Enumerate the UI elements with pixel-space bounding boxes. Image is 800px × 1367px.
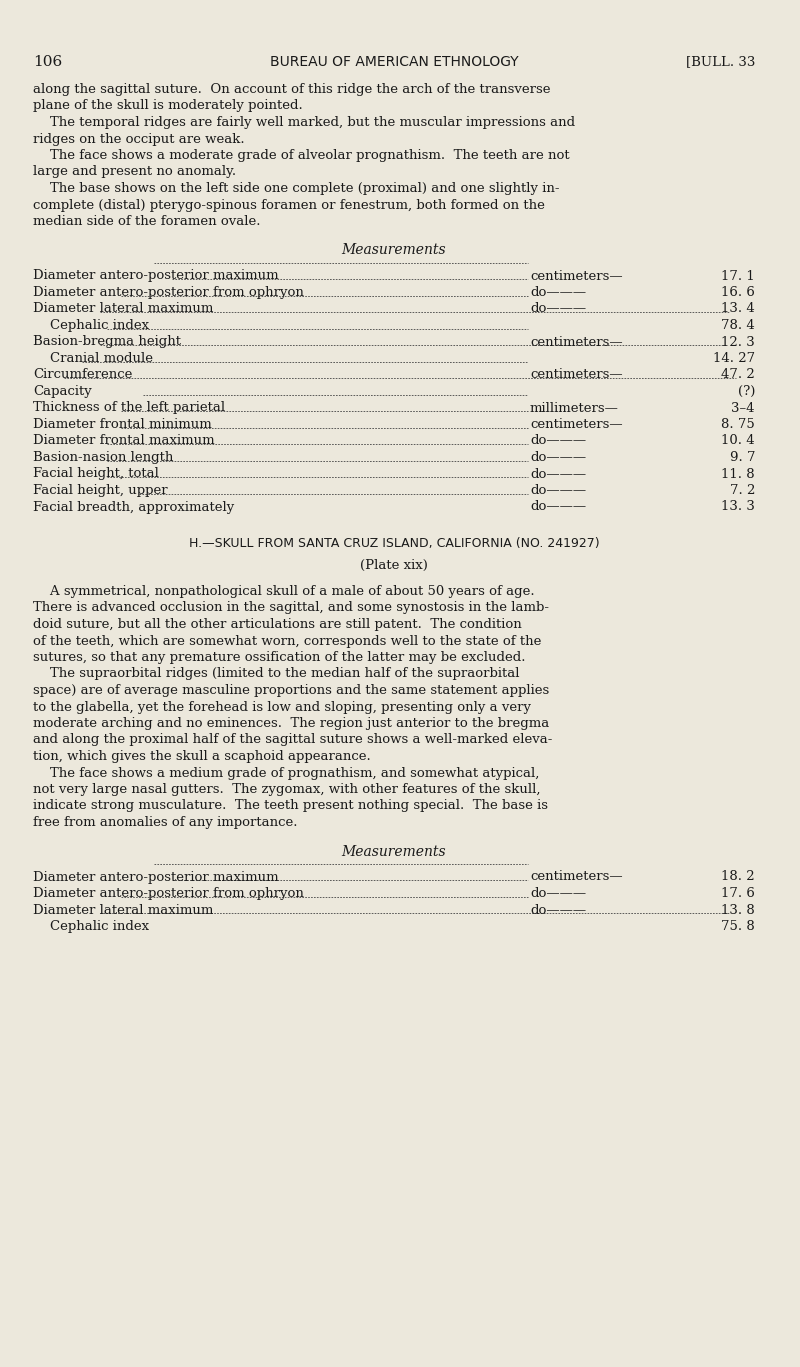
Text: centimeters—: centimeters— [530, 335, 622, 349]
Text: (?): (?) [738, 385, 755, 398]
Text: along the sagittal suture.  On account of this ridge the arch of the transverse: along the sagittal suture. On account of… [33, 83, 550, 96]
Text: 13. 3: 13. 3 [721, 500, 755, 514]
Text: doid suture, but all the other articulations are still patent.  The condition: doid suture, but all the other articulat… [33, 618, 522, 632]
Text: Diameter antero-posterior from ophryon: Diameter antero-posterior from ophryon [33, 286, 304, 299]
Text: centimeters—: centimeters— [530, 269, 622, 283]
Text: BUREAU OF AMERICAN ETHNOLOGY: BUREAU OF AMERICAN ETHNOLOGY [270, 55, 518, 68]
Text: The face shows a medium grade of prognathism, and somewhat atypical,: The face shows a medium grade of prognat… [33, 767, 539, 779]
Text: do———: do——— [530, 286, 586, 299]
Text: centimeters—: centimeters— [530, 418, 622, 431]
Text: do———: do——— [530, 887, 586, 899]
Text: 75. 8: 75. 8 [722, 920, 755, 934]
Text: plane of the skull is moderately pointed.: plane of the skull is moderately pointed… [33, 100, 302, 112]
Text: do———: do——— [530, 484, 586, 498]
Text: do———: do——— [530, 435, 586, 447]
Text: The face shows a moderate grade of alveolar prognathism.  The teeth are not: The face shows a moderate grade of alveo… [33, 149, 570, 163]
Text: Facial height, upper: Facial height, upper [33, 484, 168, 498]
Text: 12. 3: 12. 3 [722, 335, 755, 349]
Text: 7. 2: 7. 2 [730, 484, 755, 498]
Text: A symmetrical, nonpathological skull of a male of about 50 years of age.: A symmetrical, nonpathological skull of … [33, 585, 534, 597]
Text: complete (distal) pterygo-spinous foramen or fenestrum, both formed on the: complete (distal) pterygo-spinous forame… [33, 198, 545, 212]
Text: The temporal ridges are fairly well marked, but the muscular impressions and: The temporal ridges are fairly well mark… [33, 116, 575, 128]
Text: 16. 6: 16. 6 [721, 286, 755, 299]
Text: Diameter antero-posterior maximum: Diameter antero-posterior maximum [33, 269, 278, 283]
Text: do———: do——— [530, 302, 586, 316]
Text: sutures, so that any premature ossification of the latter may be excluded.: sutures, so that any premature ossificat… [33, 651, 526, 664]
Text: Diameter frontal minimum: Diameter frontal minimum [33, 418, 212, 431]
Text: median side of the foramen ovale.: median side of the foramen ovale. [33, 215, 261, 228]
Text: Diameter lateral maximum: Diameter lateral maximum [33, 302, 214, 316]
Text: and along the proximal half of the sagittal suture shows a well-marked eleva-: and along the proximal half of the sagit… [33, 734, 552, 746]
Text: millimeters—: millimeters— [530, 402, 619, 414]
Text: Measurements: Measurements [342, 845, 446, 858]
Text: 106: 106 [33, 55, 62, 68]
Text: Thickness of the left parietal: Thickness of the left parietal [33, 402, 225, 414]
Text: indicate strong musculature.  The teeth present nothing special.  The base is: indicate strong musculature. The teeth p… [33, 800, 548, 812]
Text: centimeters—: centimeters— [530, 871, 622, 883]
Text: to the glabella, yet the forehead is low and sloping, presenting only a very: to the glabella, yet the forehead is low… [33, 700, 531, 714]
Text: (Plate xix): (Plate xix) [360, 559, 428, 571]
Text: moderate arching and no eminences.  The region just anterior to the bregma: moderate arching and no eminences. The r… [33, 718, 550, 730]
Text: Diameter lateral maximum: Diameter lateral maximum [33, 904, 214, 916]
Text: [BULL. 33: [BULL. 33 [686, 55, 755, 68]
Text: The base shows on the left side one complete (proximal) and one slightly in-: The base shows on the left side one comp… [33, 182, 559, 195]
Text: 3–4: 3–4 [731, 402, 755, 414]
Text: do———: do——— [530, 451, 586, 463]
Text: The supraorbital ridges (limited to the median half of the supraorbital: The supraorbital ridges (limited to the … [33, 667, 519, 681]
Text: 47. 2: 47. 2 [722, 369, 755, 381]
Text: tion, which gives the skull a scaphoid appearance.: tion, which gives the skull a scaphoid a… [33, 750, 370, 763]
Text: of the teeth, which are somewhat worn, corresponds well to the state of the: of the teeth, which are somewhat worn, c… [33, 634, 542, 648]
Text: 17. 6: 17. 6 [721, 887, 755, 899]
Text: 18. 2: 18. 2 [722, 871, 755, 883]
Text: centimeters—: centimeters— [530, 369, 622, 381]
Text: H.—SKULL FROM SANTA CRUZ ISLAND, CALIFORNIA (NO. 241927): H.—SKULL FROM SANTA CRUZ ISLAND, CALIFOR… [189, 537, 599, 550]
Text: not very large nasal gutters.  The zygomax, with other features of the skull,: not very large nasal gutters. The zygoma… [33, 783, 541, 796]
Text: do———: do——— [530, 468, 586, 480]
Text: Diameter antero-posterior maximum: Diameter antero-posterior maximum [33, 871, 278, 883]
Text: Diameter frontal maximum: Diameter frontal maximum [33, 435, 214, 447]
Text: 11. 8: 11. 8 [722, 468, 755, 480]
Text: Circumference: Circumference [33, 369, 132, 381]
Text: 9. 7: 9. 7 [730, 451, 755, 463]
Text: do———: do——— [530, 904, 586, 916]
Text: 14. 27: 14. 27 [713, 351, 755, 365]
Text: do———: do——— [530, 500, 586, 514]
Text: Facial height, total: Facial height, total [33, 468, 159, 480]
Text: 10. 4: 10. 4 [722, 435, 755, 447]
Text: ridges on the occiput are weak.: ridges on the occiput are weak. [33, 133, 245, 145]
Text: 17. 1: 17. 1 [722, 269, 755, 283]
Text: There is advanced occlusion in the sagittal, and some synostosis in the lamb-: There is advanced occlusion in the sagit… [33, 601, 549, 615]
Text: 78. 4: 78. 4 [722, 319, 755, 332]
Text: Basion-bregma height: Basion-bregma height [33, 335, 181, 349]
Text: 13. 4: 13. 4 [722, 302, 755, 316]
Text: Cephalic index: Cephalic index [33, 920, 149, 934]
Text: free from anomalies of any importance.: free from anomalies of any importance. [33, 816, 298, 828]
Text: Capacity: Capacity [33, 385, 92, 398]
Text: Facial breadth, approximately: Facial breadth, approximately [33, 500, 234, 514]
Text: Basion-nasion length: Basion-nasion length [33, 451, 174, 463]
Text: large and present no anomaly.: large and present no anomaly. [33, 165, 236, 179]
Text: space) are of average masculine proportions and the same statement applies: space) are of average masculine proporti… [33, 684, 550, 697]
Text: Diameter antero-posterior from ophryon: Diameter antero-posterior from ophryon [33, 887, 304, 899]
Text: Cephalic index: Cephalic index [33, 319, 149, 332]
Text: Measurements: Measurements [342, 243, 446, 257]
Text: 13. 8: 13. 8 [722, 904, 755, 916]
Text: Cranial module: Cranial module [33, 351, 153, 365]
Text: 8. 75: 8. 75 [722, 418, 755, 431]
